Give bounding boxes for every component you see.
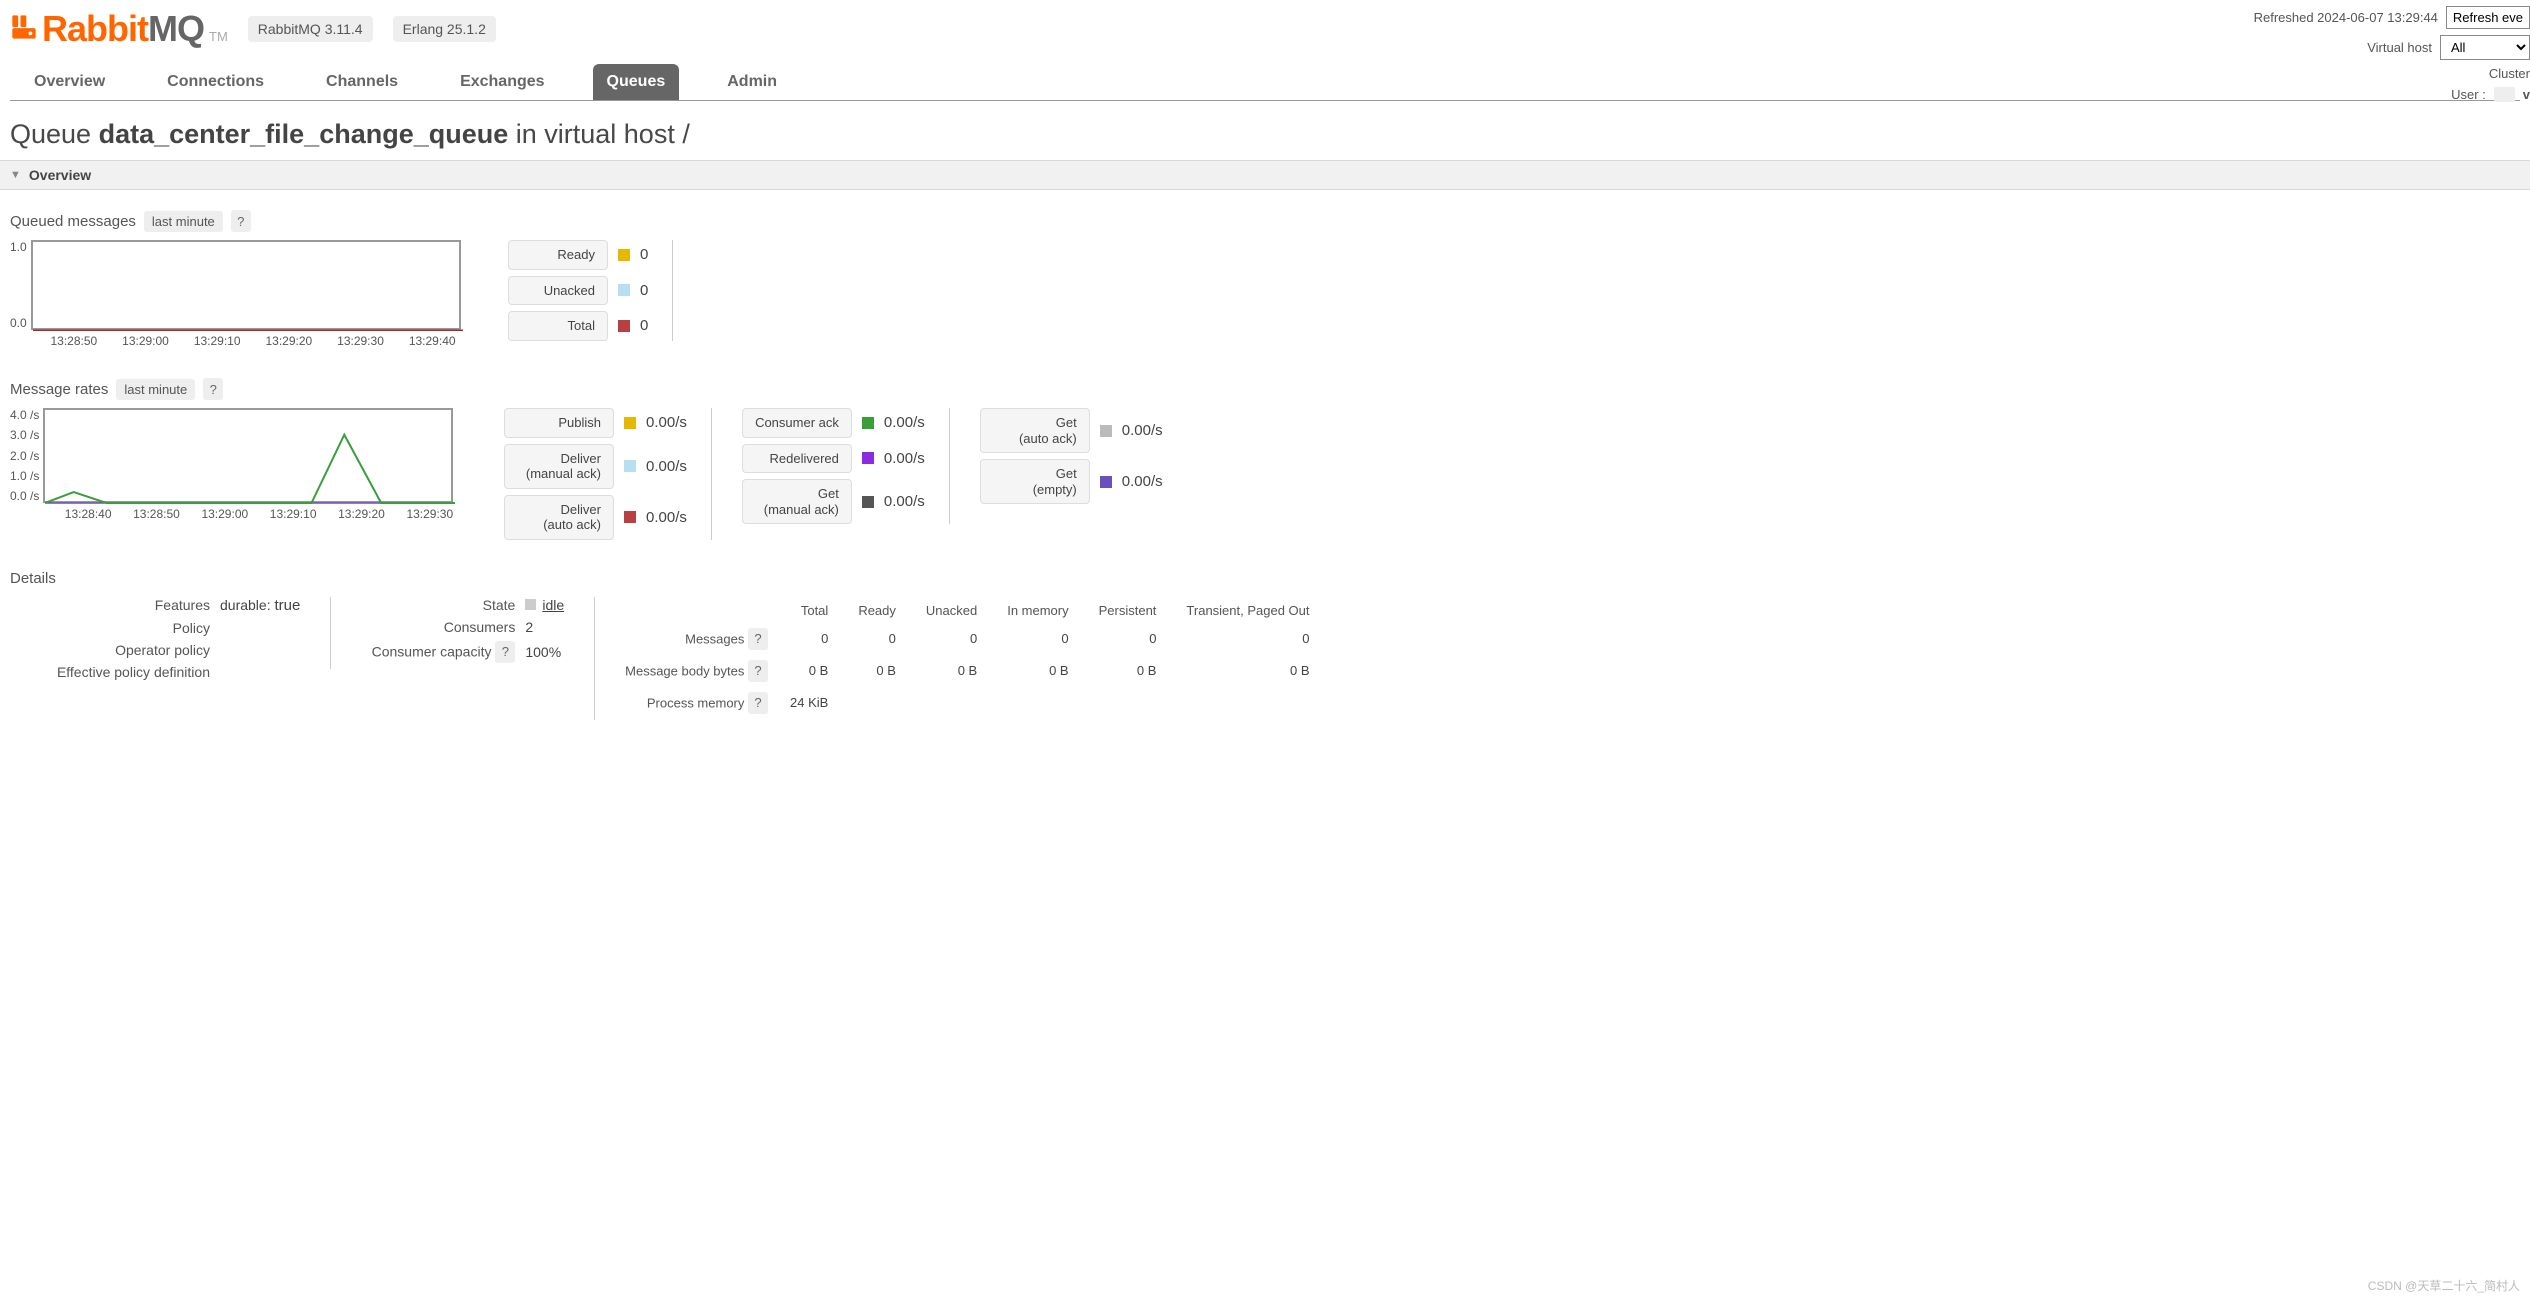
table-header: In memory [993, 599, 1082, 622]
detail-key: Consumer capacity ? [345, 641, 515, 663]
legend-item[interactable]: Total0 [508, 311, 648, 341]
vhost-select[interactable]: All [2440, 35, 2530, 60]
logo-text: RabbitMQ [42, 8, 204, 50]
queued-range[interactable]: last minute [144, 211, 223, 232]
nav-tabs: Overview Connections Channels Exchanges … [10, 64, 2520, 101]
user-label: User : [2451, 87, 2486, 102]
details-col-messages: TotalReadyUnackedIn memoryPersistentTran… [594, 597, 1325, 720]
details-col-state: State idle Consumers 2 Consumer capacity ? 10… [330, 597, 564, 669]
details-title: Details [10, 570, 2520, 587]
section-overview-toggle[interactable]: ▼ Overview [0, 160, 2530, 190]
page-title: Queue data_center_file_change_queue in v… [10, 119, 2520, 150]
vhost-label: Virtual host [2367, 40, 2432, 55]
version-erlang: Erlang 25.1.2 [393, 16, 496, 42]
queued-chart-yaxis: 1.00.0 [10, 240, 31, 330]
logo: RabbitMQ TM [10, 8, 228, 50]
detail-key: State [345, 597, 515, 613]
help-icon[interactable]: ? [748, 692, 768, 714]
version-rabbitmq: RabbitMQ 3.11.4 [248, 16, 373, 42]
detail-val: idle [525, 597, 564, 613]
detail-key: Features [10, 597, 210, 613]
table-header: Transient, Paged Out [1172, 599, 1323, 622]
legend-item[interactable]: Publish0.00/s [504, 408, 687, 438]
rates-legend: Publish0.00/s Deliver (manual ack)0.00/s D… [504, 408, 1187, 540]
refresh-button[interactable]: Refresh eve [2446, 6, 2530, 29]
legend-item[interactable]: Get (empty)0.00/s [980, 459, 1163, 504]
table-row: Message body bytes ?0 B0 B0 B0 B0 B0 B [611, 656, 1323, 686]
legend-item[interactable]: Ready0 [508, 240, 648, 270]
table-row: Process memory ?24 KiB [611, 688, 1323, 718]
legend-item[interactable]: Deliver (manual ack)0.00/s [504, 444, 687, 489]
queued-chart-xaxis: 13:28:5013:29:0013:29:1013:29:2013:29:30… [38, 334, 468, 348]
rates-help-icon[interactable]: ? [203, 378, 223, 400]
queued-help-icon[interactable]: ? [231, 210, 251, 232]
watermark: CSDN @天草二十六_简村人 [2368, 1277, 2520, 1294]
table-header: Total [776, 599, 842, 622]
messages-table: TotalReadyUnackedIn memoryPersistentTran… [609, 597, 1325, 720]
detail-key: Policy [10, 620, 210, 636]
tab-exchanges[interactable]: Exchanges [446, 64, 558, 100]
legend-item[interactable]: Unacked0 [508, 276, 648, 306]
detail-key: Effective policy definition [10, 664, 210, 680]
queued-title: Queued messages [10, 213, 136, 230]
legend-item[interactable]: Get (auto ack)0.00/s [980, 408, 1163, 453]
tab-queues[interactable]: Queues [593, 64, 680, 100]
queued-legend: Ready0 Unacked0 Total0 [508, 240, 673, 341]
tab-overview[interactable]: Overview [20, 64, 119, 100]
legend-item[interactable]: Consumer ack0.00/s [742, 408, 925, 438]
details-col-features: Features durable: true Policy Operator poli… [10, 597, 300, 686]
table-header: Persistent [1085, 599, 1171, 622]
detail-val: 2 [525, 619, 533, 635]
legend-item[interactable]: Get (manual ack)0.00/s [742, 479, 925, 524]
detail-key: Consumers [345, 619, 515, 635]
tab-admin[interactable]: Admin [713, 64, 791, 100]
user-name-obscured: xx [2494, 87, 2515, 102]
user-suffix: v [2523, 87, 2530, 102]
help-icon[interactable]: ? [748, 660, 768, 682]
rabbit-icon [10, 13, 38, 49]
rates-range[interactable]: last minute [116, 379, 195, 400]
rates-chart [43, 408, 453, 503]
help-icon[interactable]: ? [495, 641, 515, 663]
table-header: Ready [844, 599, 910, 622]
rates-chart-xaxis: 13:28:4013:28:5013:29:0013:29:1013:29:20… [54, 507, 464, 521]
refreshed-label: Refreshed 2024-06-07 13:29:44 [2254, 10, 2438, 25]
queued-chart [31, 240, 461, 330]
tab-channels[interactable]: Channels [312, 64, 412, 100]
legend-item[interactable]: Deliver (auto ack)0.00/s [504, 495, 687, 540]
cluster-label: Cluster [2489, 66, 2530, 81]
table-header: Unacked [912, 599, 991, 622]
legend-item[interactable]: Redelivered0.00/s [742, 444, 925, 474]
rates-chart-yaxis: 4.0 /s3.0 /s2.0 /s1.0 /s0.0 /s [10, 408, 43, 503]
tab-connections[interactable]: Connections [153, 64, 278, 100]
section-overview-label: Overview [29, 167, 91, 183]
logo-tm: TM [209, 29, 228, 44]
chevron-down-icon: ▼ [10, 169, 21, 181]
detail-val: 100% [525, 644, 561, 660]
rates-title: Message rates [10, 381, 108, 398]
help-icon[interactable]: ? [748, 628, 768, 650]
detail-key: Operator policy [10, 642, 210, 658]
table-row: Messages ?000000 [611, 624, 1323, 654]
detail-val: durable: true [220, 597, 300, 614]
